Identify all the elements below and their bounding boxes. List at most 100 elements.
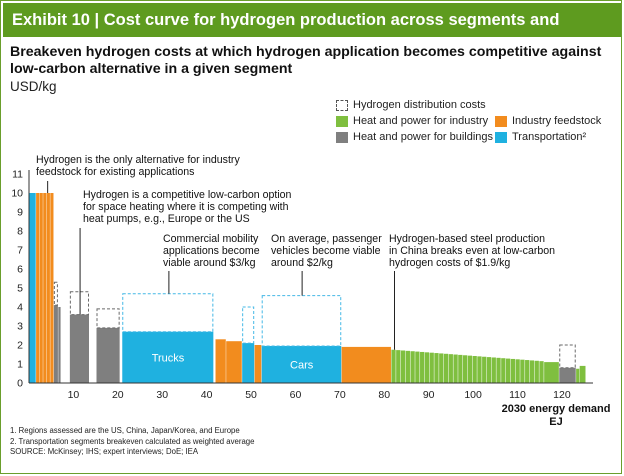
bar-industry-heat: [400, 350, 406, 383]
bar-buildings: [69, 314, 89, 383]
bar-industry-heat: [544, 362, 559, 383]
y-tick-label: 6: [17, 264, 23, 276]
bar-industry-heat: [462, 355, 468, 383]
y-tick-label: 2: [17, 340, 23, 352]
bar-label-trucks: Trucks: [152, 352, 185, 364]
bar-industry-heat: [391, 349, 396, 383]
y-tick-label: 1: [17, 359, 23, 371]
bar-industry-heat: [496, 357, 501, 383]
bar-industry-feedstock: [341, 346, 391, 383]
x-axis-unit: EJ: [549, 416, 562, 428]
bar-industry-heat: [429, 352, 434, 383]
legend-label-transportation: Transportation²: [512, 131, 587, 143]
bar-industry-heat: [510, 358, 516, 383]
x-tick-label: 20: [112, 389, 124, 401]
bar-industry-heat: [439, 353, 444, 383]
x-tick-label: 110: [509, 389, 526, 401]
bar-industry-heat: [525, 360, 530, 383]
distribution-cost-box: [96, 308, 120, 329]
x-tick-label: 80: [378, 389, 390, 401]
annotation-4-line: vehicles become viable: [271, 245, 381, 257]
legend-item-industry-feedstock: Industry feedstock: [495, 115, 601, 127]
annotation-3-line: applications become: [163, 245, 260, 257]
y-tick-label: 11: [12, 169, 23, 181]
legend-swatch-industry-feedstock: [495, 115, 507, 127]
bar-industry-heat: [491, 357, 496, 383]
annotation-4-line: On average, passenger: [271, 233, 382, 245]
x-axis-title: 2030 energy demand: [502, 403, 611, 415]
legend-swatch-buildings: [336, 131, 348, 143]
footnotes: 1. Regions assessed are the US, China, J…: [10, 426, 254, 458]
bar-industry-heat: [486, 357, 492, 383]
y-tick-label: 5: [17, 283, 23, 295]
x-tick-label: 120: [553, 389, 571, 401]
bar-industry-heat: [472, 356, 477, 383]
legend-label-industry-feedstock: Industry feedstock: [512, 115, 602, 127]
bar-buildings: [559, 367, 576, 383]
annotation-1-line: Hydrogen is the only alternative for ind…: [36, 154, 240, 166]
bar-industry-heat: [505, 358, 511, 383]
legend-swatch-distribution: [336, 99, 348, 111]
annotation-5-line: Hydrogen-based steel production: [389, 233, 545, 245]
bar-industry-feedstock: [50, 193, 54, 383]
x-tick-label: 90: [423, 389, 435, 401]
legend-swatch-industry-heat: [336, 115, 348, 127]
x-tick-label: 70: [334, 389, 346, 401]
bar-industry-feedstock: [226, 341, 242, 383]
bar-industry-heat: [515, 359, 520, 383]
annotation-5-line: hydrogen costs of $1.9/kg: [389, 257, 510, 269]
legend-label-buildings: Heat and power for buildings: [353, 131, 494, 143]
distribution-cost-box: [69, 291, 89, 316]
bar-industry-feedstock: [46, 193, 50, 383]
annotation-3-line: Commercial mobility: [163, 233, 259, 245]
bar-industry-heat: [579, 365, 586, 383]
bar-industry-heat: [424, 352, 430, 383]
bar-industry-heat: [520, 359, 525, 383]
bar-industry-feedstock: [36, 193, 40, 383]
bar-industry-heat: [576, 368, 580, 383]
bar-industry-heat: [415, 351, 420, 383]
x-tick-label: 10: [68, 389, 80, 401]
bar-industry-heat: [443, 353, 449, 383]
x-tick-label: 60: [290, 389, 302, 401]
bar-buildings: [96, 327, 120, 383]
bar-industry-heat: [453, 354, 458, 383]
bar-industry-heat: [396, 350, 401, 383]
x-tick-label: 100: [464, 389, 482, 401]
distribution-cost-box: [122, 293, 214, 333]
y-tick-label: 8: [17, 226, 23, 238]
bar-buildings: [53, 305, 58, 383]
unit-label: USD/kg: [10, 79, 57, 94]
distribution-cost-box: [242, 306, 255, 344]
x-tick-label: 30: [156, 389, 168, 401]
bar-industry-heat: [448, 354, 453, 383]
bar-label-cars: Cars: [290, 359, 314, 371]
bar-industry-heat: [477, 356, 482, 383]
bar-transportation: [242, 343, 255, 383]
legend-swatch-transportation: [495, 131, 507, 143]
annotation-2-line: Hydrogen is a competitive low-carbon opt…: [83, 189, 292, 201]
distribution-cost-box: [261, 295, 342, 347]
bar-industry-heat: [420, 351, 425, 383]
y-tick-label: 0: [17, 378, 23, 390]
bar-industry-heat: [501, 358, 506, 383]
y-tick-label: 10: [11, 188, 23, 200]
x-tick-label: 40: [201, 389, 213, 401]
y-tick-label: 7: [17, 245, 23, 257]
legend-item-distribution: Hydrogen distribution costs: [336, 99, 486, 111]
footnote-1: 1. Regions assessed are the US, China, J…: [10, 426, 240, 435]
x-tick-label: 50: [245, 389, 257, 401]
distribution-cost-box: [53, 281, 58, 306]
annotation-3-line: viable around $3/kg: [163, 257, 256, 269]
bar-industry-heat: [482, 356, 487, 383]
legend-item-industry-heat: Heat and power for industry: [336, 115, 488, 127]
bar-industry-heat: [467, 355, 473, 383]
bar-industry-heat: [434, 353, 439, 383]
annotation-5-line: in China breaks even at low-carbon: [389, 245, 555, 257]
annotation-4-line: around $2/kg: [271, 257, 333, 269]
bar-buildings: [58, 307, 61, 383]
bar-industry-heat: [539, 361, 544, 383]
annotation-2-line: heat pumps, e.g., Europe or the US: [83, 213, 250, 225]
y-tick-label: 3: [17, 321, 23, 333]
